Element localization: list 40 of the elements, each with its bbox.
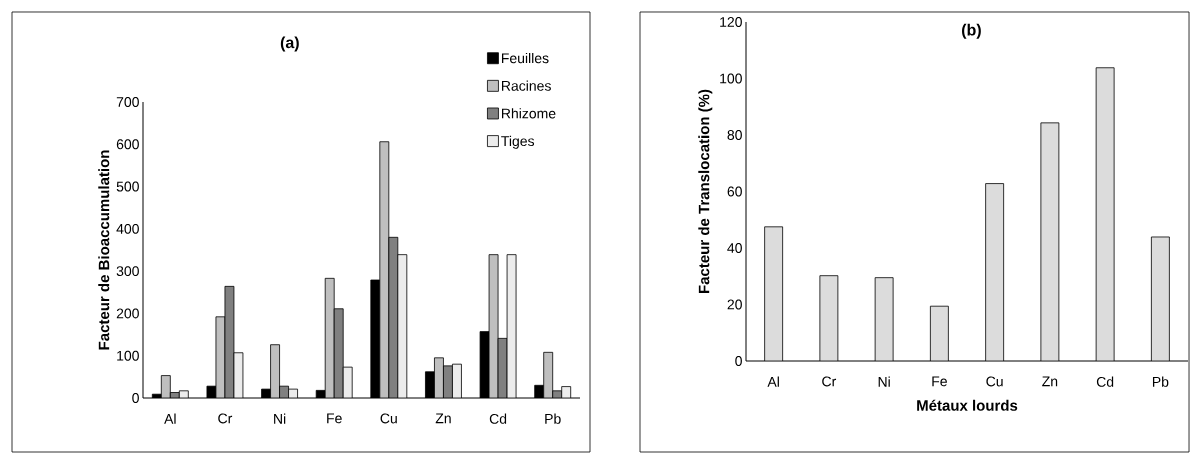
- x-tick-label: Cu: [986, 376, 1003, 387]
- y-tick-label: 40: [727, 243, 742, 253]
- chart-title: (b): [962, 23, 981, 39]
- y-tick-label: 100: [720, 73, 742, 84]
- y-tick-label: 200: [116, 308, 139, 319]
- y-tick-label: 700: [116, 97, 139, 107]
- x-tick-label: Ni: [878, 376, 890, 387]
- x-tick-label: Fe: [327, 413, 342, 424]
- y-tick-label: 0: [735, 356, 742, 366]
- x-tick-label: Pb: [1152, 376, 1169, 387]
- y-axis-title: Facteur de Translocation (%): [698, 89, 713, 294]
- x-tick-label: Zn: [435, 413, 451, 424]
- y-tick-label: 100: [117, 350, 139, 361]
- y-tick-label: 300: [116, 266, 139, 277]
- x-tick-label: Fe: [932, 376, 947, 387]
- x-tick-label: Cd: [1096, 376, 1114, 387]
- x-tick-label: Al: [767, 376, 779, 387]
- x-tick-label: Cd: [489, 413, 507, 424]
- x-tick-label: Al: [164, 413, 176, 424]
- x-tick-label: Zn: [1042, 376, 1058, 387]
- legend-label: Rhizome: [502, 108, 556, 119]
- x-tick-label: Cr: [822, 376, 837, 387]
- y-tick-label: 500: [116, 181, 139, 192]
- legend-label: Tiges: [501, 135, 535, 149]
- y-tick-label: 600: [116, 139, 139, 150]
- x-tick-label: Cu: [380, 413, 397, 424]
- y-tick-label: 400: [116, 223, 139, 234]
- legend-label: Racines: [502, 80, 551, 91]
- chart-title: (a): [280, 36, 299, 52]
- x-tick-label: Pb: [545, 413, 561, 424]
- y-tick-label: 60: [727, 186, 742, 197]
- y-tick-label: 20: [727, 299, 742, 310]
- legend-label: Feuilles: [502, 52, 549, 64]
- x-axis-title: Métaux lourds: [917, 399, 1018, 411]
- x-tick-label: Ni: [274, 413, 286, 424]
- y-tick-label: 120: [720, 17, 742, 27]
- y-axis-title: Facteur de Bioaccumulation: [98, 150, 110, 350]
- y-tick-label: 80: [727, 130, 742, 140]
- x-tick-label: Cr: [218, 413, 233, 424]
- y-tick-label: 0: [132, 393, 139, 403]
